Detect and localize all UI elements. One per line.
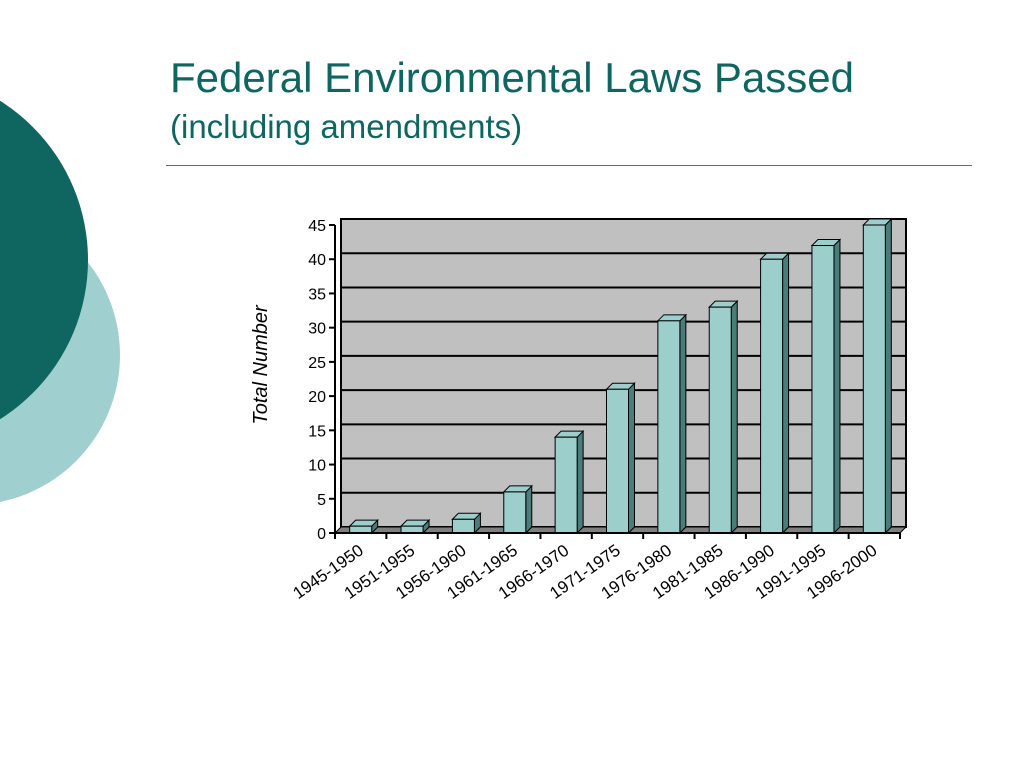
bar (759, 252, 790, 535)
bar-front (657, 320, 681, 534)
y-tick-label: 40 (308, 252, 326, 269)
x-axis-ticks: 1945-19501951-19551956-19601961-19651966… (289, 533, 901, 603)
bar-front (708, 306, 732, 534)
bar (553, 429, 585, 535)
bar-front (606, 388, 629, 534)
y-tick-label: 5 (317, 492, 326, 509)
bar-front (554, 436, 578, 534)
bar-front (862, 224, 886, 534)
bar-front (811, 245, 835, 534)
y-tick-label: 15 (308, 423, 326, 440)
bar-side (628, 382, 635, 535)
bar (656, 313, 688, 535)
bar-front (349, 525, 373, 534)
bar-side (782, 252, 790, 535)
bar-side (576, 429, 584, 535)
y-axis-label: Total Number (250, 304, 272, 425)
bar-front (400, 525, 424, 534)
bar (708, 299, 739, 535)
bar (862, 217, 893, 535)
y-tick-label: 0 (317, 526, 326, 543)
y-tick-label: 45 (308, 218, 326, 235)
bar (810, 238, 842, 535)
y-tick-label: 10 (308, 458, 326, 475)
bar-front (503, 491, 527, 534)
bar (348, 518, 379, 535)
bar-side (730, 299, 738, 535)
bar-front (760, 258, 784, 534)
dark-teal-circle (0, 100, 88, 420)
axes (334, 225, 900, 534)
bar (605, 382, 636, 535)
y-tick-label: 25 (308, 355, 326, 372)
bar (502, 484, 533, 535)
bar-side (833, 238, 841, 535)
y-axis-ticks: 0 5 10 15 20 25 30 35 40 45 (308, 218, 335, 543)
y-tick-label: 35 (308, 286, 326, 303)
slide-title: Federal Environmental Laws Passed (170, 54, 855, 101)
bar-side (884, 217, 892, 535)
decorative-circles (0, 100, 120, 502)
bar-side (679, 313, 687, 535)
bar-side (525, 484, 533, 535)
title-divider (166, 165, 972, 166)
bar (399, 518, 431, 535)
bar (451, 512, 482, 535)
bar-front (451, 518, 475, 534)
y-tick-label: 20 (308, 389, 326, 406)
y-tick-label: 30 (308, 321, 326, 338)
slide-subtitle: (including amendments) (170, 108, 523, 145)
bars (348, 217, 893, 535)
